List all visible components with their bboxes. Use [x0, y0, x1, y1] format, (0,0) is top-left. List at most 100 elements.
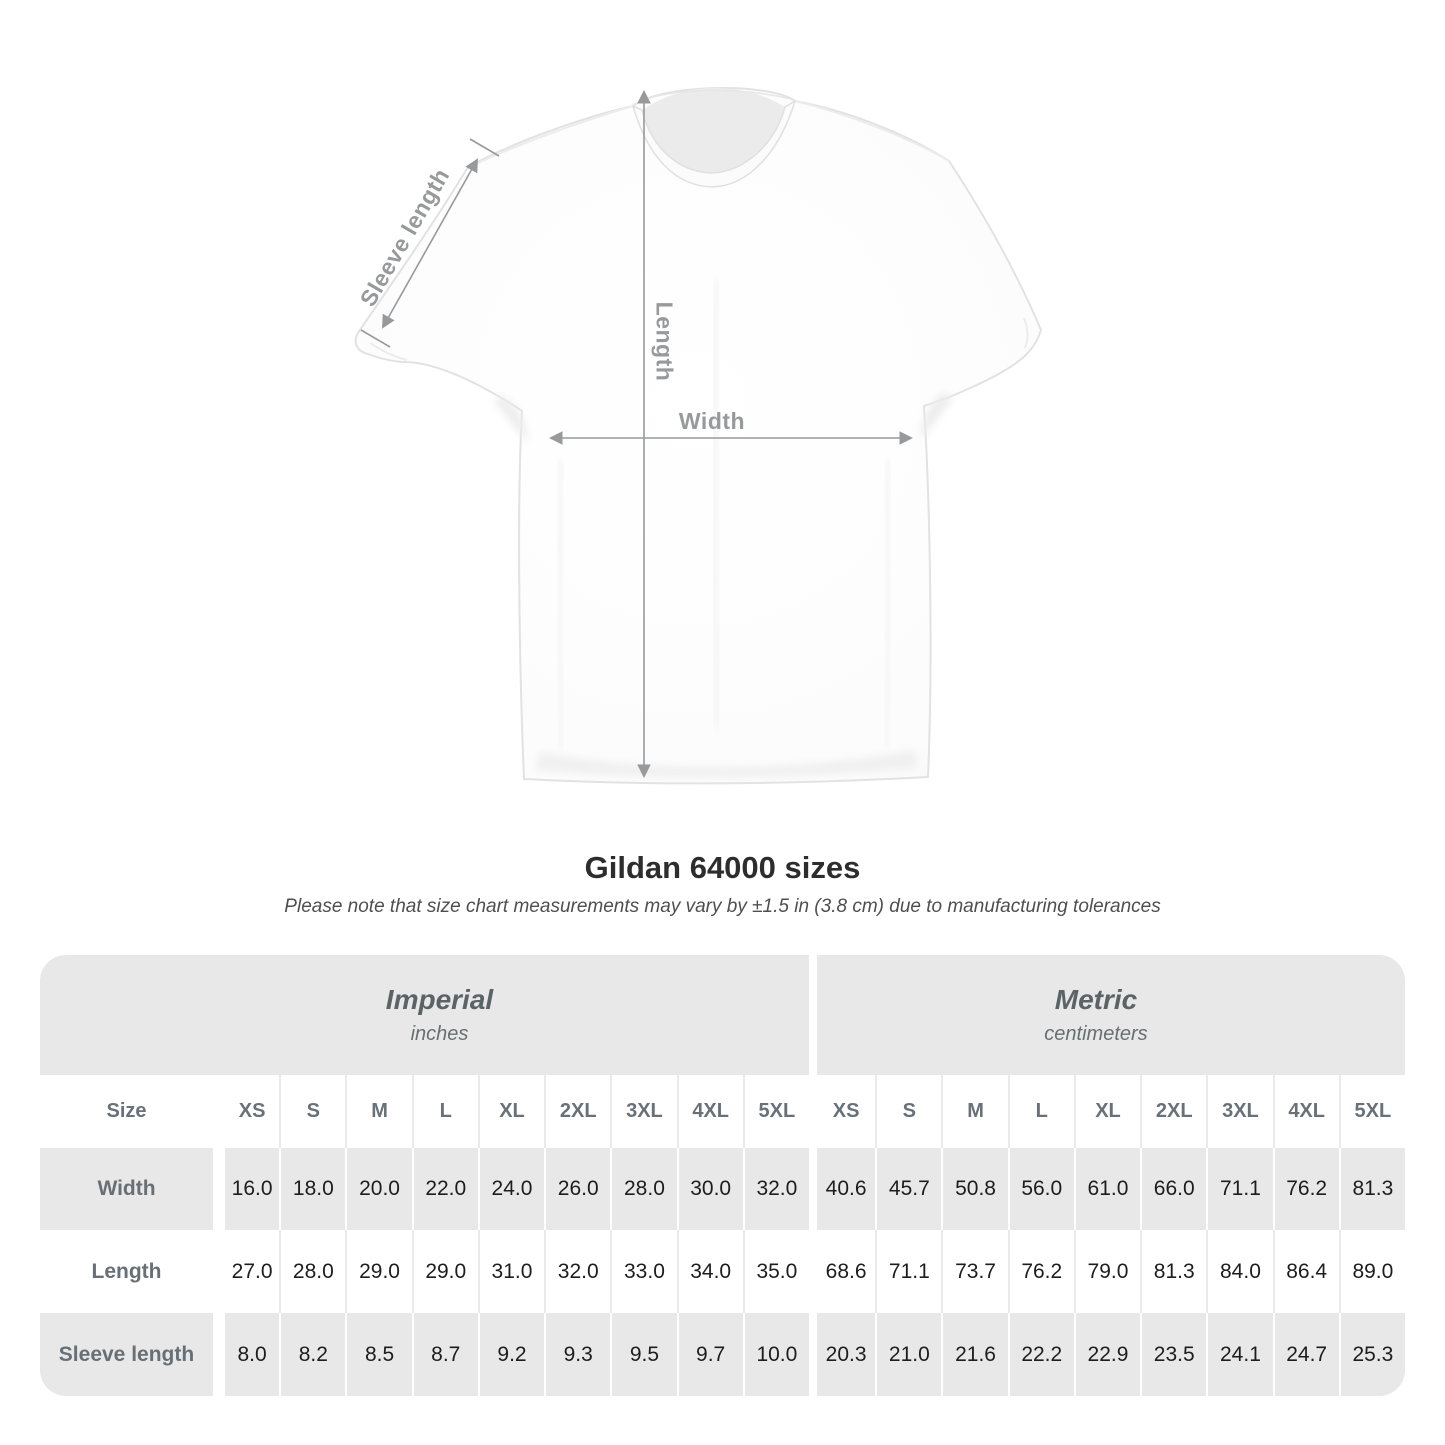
metric-value-cell: 45.7 [875, 1148, 942, 1230]
imperial-value-cell: 30.0 [676, 1148, 743, 1230]
collar-band [631, 99, 797, 188]
size-header-cell: S [875, 1075, 942, 1148]
imperial-value-cell: 26.0 [544, 1148, 611, 1230]
size-header-cell: 2XL [1140, 1075, 1207, 1148]
metric-value-cell: 20.3 [808, 1313, 876, 1396]
width-row-label: Width [40, 1148, 213, 1230]
hem-shadow [535, 750, 918, 778]
imperial-value-cell: 29.0 [345, 1230, 412, 1313]
left-shoulder-seam [469, 105, 634, 168]
imperial-value-cell: 16.0 [213, 1148, 280, 1230]
size-header-cell: 5XL [742, 1075, 809, 1148]
imperial-value-cell: 28.0 [279, 1230, 346, 1313]
size-header-cell: XL [477, 1075, 545, 1148]
tshirt-image [354, 87, 1043, 785]
size-header-cell: 2XL [544, 1075, 611, 1148]
width-dimension-label: Width [678, 408, 746, 434]
metric-value-cell: 21.0 [875, 1313, 942, 1396]
right-underarm-shadow [921, 392, 952, 440]
metric-value-cell: 68.6 [808, 1230, 876, 1313]
metric-value-cell: 71.1 [1206, 1148, 1273, 1230]
right-shoulder-seam [794, 100, 950, 162]
size-header-cell: 3XL [610, 1075, 677, 1148]
imperial-value-cell: 8.7 [411, 1313, 478, 1396]
metric-value-cell: 61.0 [1073, 1148, 1141, 1230]
metric-value-cell: 71.1 [875, 1230, 942, 1313]
metric-value-cell: 24.1 [1206, 1313, 1273, 1396]
sleeve-arrow-top-cap [469, 138, 500, 157]
right-sleeve-hem [1023, 317, 1029, 349]
metric-value-cell: 73.7 [941, 1230, 1008, 1313]
imperial-value-cell: 9.5 [610, 1313, 677, 1396]
metric-value-cell: 23.5 [1140, 1313, 1207, 1396]
metric-value-cell: 81.3 [1140, 1230, 1207, 1313]
metric-value-cell: 84.0 [1206, 1230, 1273, 1313]
size-row-header: Size [40, 1075, 213, 1148]
imperial-value-cell: 9.2 [477, 1313, 545, 1396]
metric-value-cell: 50.8 [941, 1148, 1008, 1230]
metric-value-cell: 56.0 [1007, 1148, 1074, 1230]
imperial-value-cell: 9.7 [676, 1313, 743, 1396]
right-fold [883, 459, 892, 749]
metric-value-cell: 86.4 [1272, 1230, 1339, 1313]
size-header-cell: L [411, 1075, 478, 1148]
metric-unit-label: centimeters [1044, 1023, 1148, 1045]
size-header-cell: 4XL [676, 1075, 743, 1148]
imperial-section-header: Imperial inches [40, 955, 809, 1075]
collar-opening [642, 88, 785, 173]
page-title: Gildan 64000 sizes [584, 850, 861, 885]
size-header-cell: XS [808, 1075, 876, 1148]
imperial-value-cell: 32.0 [544, 1230, 611, 1313]
imperial-value-cell: 33.0 [610, 1230, 677, 1313]
metric-value-cell: 79.0 [1073, 1230, 1141, 1313]
imperial-value-cell: 27.0 [213, 1230, 280, 1313]
imperial-value-cell: 35.0 [742, 1230, 809, 1313]
imperial-value-cell: 28.0 [610, 1148, 677, 1230]
imperial-value-cell: 8.0 [213, 1313, 280, 1396]
size-table: Imperial inches Metric centimeters Size … [40, 955, 1405, 1396]
metric-value-cell: 66.0 [1140, 1148, 1207, 1230]
imperial-value-cell: 8.5 [345, 1313, 412, 1396]
imperial-value-cell: 20.0 [345, 1148, 412, 1230]
metric-value-cell: 22.9 [1073, 1313, 1141, 1396]
metric-value-cell: 40.6 [808, 1148, 876, 1230]
metric-header-label: Metric [1054, 984, 1138, 1015]
sleeve-arrow-bottom-cap [360, 329, 391, 348]
imperial-value-cell: 34.0 [676, 1230, 743, 1313]
metric-value-cell: 76.2 [1007, 1230, 1074, 1313]
imperial-value-cell: 32.0 [742, 1148, 809, 1230]
length-dimension-label: Length [651, 301, 678, 382]
sleeve-length-arrow [381, 158, 479, 329]
left-underarm-shadow [494, 396, 527, 442]
imperial-value-cell: 9.3 [544, 1313, 611, 1396]
size-header-cell: M [941, 1075, 1008, 1148]
imperial-value-cell: 31.0 [477, 1230, 545, 1313]
imperial-value-cell: 8.2 [279, 1313, 346, 1396]
metric-value-cell: 21.6 [941, 1313, 1008, 1396]
size-header-cell: 5XL [1338, 1075, 1405, 1148]
metric-value-cell: 22.2 [1007, 1313, 1074, 1396]
center-crease [711, 279, 721, 731]
size-header-cell: S [279, 1075, 346, 1148]
metric-value-cell: 25.3 [1338, 1313, 1405, 1396]
left-fold [556, 459, 565, 751]
size-header-cell: 3XL [1206, 1075, 1273, 1148]
imperial-unit-label: inches [410, 1023, 469, 1045]
size-header-cell: L [1007, 1075, 1074, 1148]
size-header-cell: 4XL [1272, 1075, 1339, 1148]
metric-section-header: Metric centimeters [808, 955, 1405, 1075]
imperial-value-cell: 24.0 [477, 1148, 545, 1230]
metric-value-cell: 76.2 [1272, 1148, 1339, 1230]
metric-value-cell: 89.0 [1338, 1230, 1405, 1313]
size-header-cell: XL [1073, 1075, 1141, 1148]
dimension-arrows [360, 89, 914, 779]
imperial-value-cell: 10.0 [742, 1313, 809, 1396]
length-row-label: Length [40, 1230, 213, 1313]
sleeve-length-row-label: Sleeve length [40, 1313, 213, 1396]
imperial-value-cell: 22.0 [411, 1148, 478, 1230]
metric-value-cell: 24.7 [1272, 1313, 1339, 1396]
tolerance-note: Please note that size chart measurements… [284, 896, 1161, 917]
size-header-cell: XS [213, 1075, 280, 1148]
imperial-value-cell: 29.0 [411, 1230, 478, 1313]
metric-value-cell: 81.3 [1338, 1148, 1405, 1230]
